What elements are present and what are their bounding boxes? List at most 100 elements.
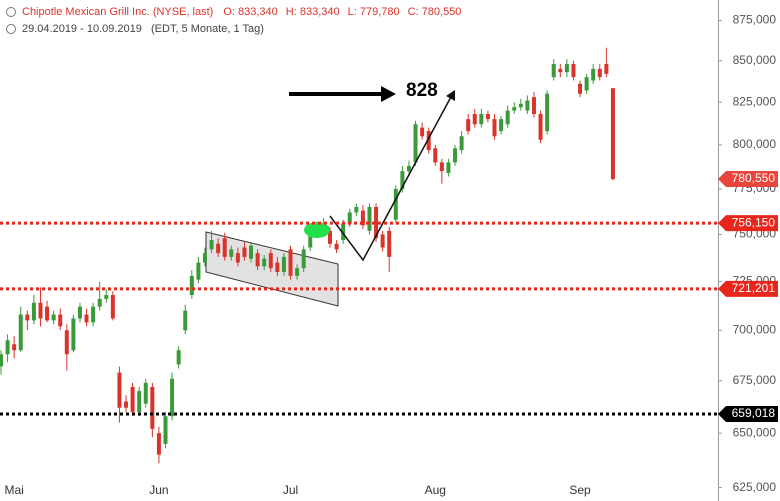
x-tick-label: Jun — [149, 483, 168, 497]
candle-body — [413, 124, 418, 163]
subtitle-note: (EDT, 5 Monate, 1 Tag) — [151, 23, 264, 35]
candle-body — [571, 63, 576, 78]
candle-body — [209, 240, 214, 250]
candle-body — [268, 253, 273, 269]
candle-body — [143, 382, 148, 404]
candle-body — [189, 275, 194, 296]
candle-body — [124, 401, 129, 408]
marker-ellipse — [304, 222, 330, 238]
y-tick-label: 825,000 — [733, 94, 777, 108]
candle-body — [426, 131, 431, 151]
header-stat: O: 833,340 — [223, 6, 277, 18]
candle-body — [242, 247, 247, 257]
candle-body — [597, 68, 602, 78]
level-label: 721,201 — [732, 281, 776, 295]
candle-body — [360, 210, 365, 226]
candle-body — [295, 268, 300, 276]
candle-body — [18, 314, 23, 351]
candle-body — [558, 68, 563, 73]
candle-body — [505, 110, 510, 125]
candle-body — [564, 63, 569, 73]
candle-body — [591, 68, 596, 81]
level-label: 659,018 — [732, 406, 776, 420]
candle-body — [393, 188, 398, 220]
candle-body — [545, 93, 550, 132]
candle-body — [341, 223, 346, 241]
candle-body — [387, 230, 392, 257]
candle-body — [400, 171, 405, 189]
candle-body — [472, 113, 477, 125]
candle-body — [45, 306, 50, 321]
candle-body — [288, 249, 293, 276]
level-label: 756,150 — [732, 215, 776, 229]
candle-body — [275, 262, 280, 273]
x-tick-label: Sep — [569, 483, 591, 497]
candle-body — [91, 306, 96, 323]
candles — [0, 47, 615, 464]
candle-body — [354, 206, 359, 213]
chart-title: Chipotle Mexican Grill Inc. (NYSE, last) — [22, 6, 213, 18]
candle-body — [84, 314, 89, 323]
candle-body — [406, 165, 411, 172]
candle-body — [110, 295, 115, 319]
candle-body — [531, 97, 536, 114]
candle-body — [51, 314, 56, 321]
y-tick-label: 625,000 — [733, 480, 777, 494]
y-tick-label: 875,000 — [733, 13, 777, 27]
candle-body — [202, 253, 207, 263]
candle-body — [518, 103, 523, 108]
candle-body — [538, 113, 543, 140]
candle-body — [420, 127, 425, 137]
candle-body — [334, 243, 339, 250]
candle-body — [163, 416, 168, 444]
candle-body — [308, 230, 313, 248]
candle-body — [137, 391, 142, 412]
candle-body — [235, 253, 240, 263]
candle-body — [446, 162, 451, 173]
candle-body — [130, 386, 135, 412]
candle-body — [255, 253, 260, 267]
candle-body — [64, 330, 69, 355]
candle-body — [38, 302, 43, 319]
candle-body — [71, 318, 76, 351]
candle-body — [222, 238, 227, 257]
date-icon — [6, 24, 16, 34]
header-stat: L: 779,780 — [348, 6, 400, 18]
y-tick-label: 800,000 — [733, 137, 777, 151]
candle-body — [367, 206, 372, 231]
last-price-label: 780,550 — [732, 171, 776, 185]
candle-body — [466, 119, 471, 132]
x-tick-label: Jul — [283, 483, 298, 497]
candle-body — [301, 249, 306, 269]
candle-body — [229, 249, 234, 257]
arrow-head — [381, 86, 396, 102]
v-arrow — [329, 94, 453, 262]
candle-body — [216, 243, 221, 254]
candle-body — [183, 310, 188, 331]
candle-body — [77, 306, 82, 319]
candle-body — [525, 100, 530, 111]
y-tick-label: 650,000 — [733, 425, 777, 439]
candle-body — [281, 256, 286, 273]
level-label-box — [718, 406, 778, 423]
candle-body — [58, 314, 63, 327]
candle-body — [0, 354, 3, 367]
candle-body — [176, 350, 181, 365]
candle-body — [479, 113, 484, 125]
candle-body — [347, 212, 352, 224]
candle-body — [485, 113, 490, 120]
chart-subtitle: 29.04.2019 - 10.09.2019 — [22, 23, 142, 35]
header-stat: H: 833,340 — [286, 6, 340, 18]
candle-body — [439, 162, 444, 172]
candle-body — [499, 119, 504, 132]
candle-body — [150, 386, 155, 429]
x-tick-label: Aug — [425, 483, 446, 497]
y-tick-label: 675,000 — [733, 373, 777, 387]
header-icon — [6, 7, 16, 17]
candle-body — [380, 234, 385, 248]
candle-body — [117, 372, 122, 408]
level-label-box — [718, 215, 778, 232]
v-arrow-head — [446, 90, 455, 101]
candle-body — [578, 83, 583, 94]
